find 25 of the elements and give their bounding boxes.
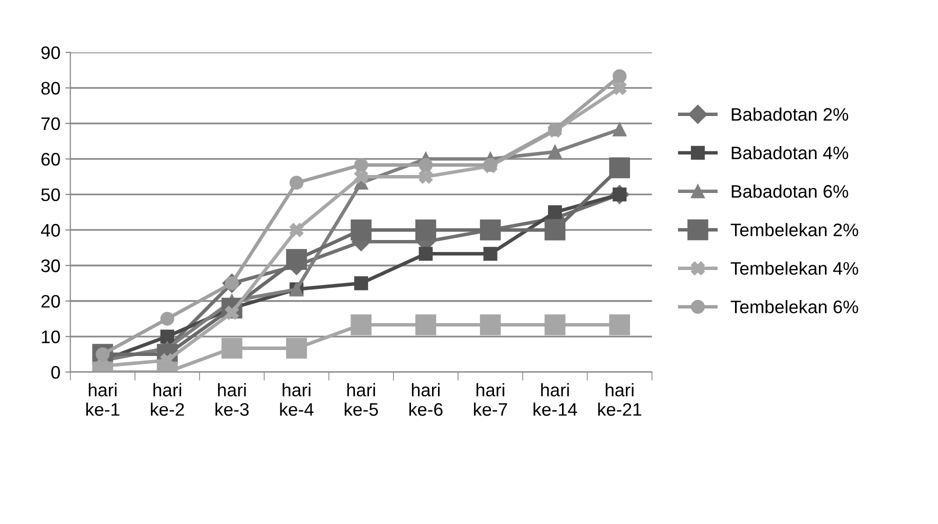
x-tick-label: hari ke-21 [598, 383, 642, 416]
x-tick-label: hari ke-6 [409, 383, 443, 416]
x-tick-label: hari ke-4 [280, 383, 314, 416]
y-tick-label: 90 [41, 46, 60, 60]
x-tick-label: hari ke-5 [344, 383, 378, 416]
x-tick-label: hari ke-14 [534, 383, 578, 416]
y-tick-label: 70 [41, 117, 60, 130]
legend-label: Tembelekan 6% [730, 300, 858, 314]
x-tick-label: hari ke-3 [216, 383, 249, 416]
y-tick-label: 60 [41, 152, 60, 166]
y-tick-label: 20 [41, 294, 60, 308]
y-tick-label: 80 [41, 82, 60, 95]
legend-label: Tembelekan 2% [730, 223, 858, 236]
legend-label: Babadotan 2% [732, 108, 848, 121]
x-tick-label: hari ke-7 [474, 383, 508, 416]
y-tick-label: 40 [40, 224, 60, 237]
x-tick-label: hari ke-2 [150, 383, 184, 416]
y-tick-label: 50 [41, 188, 60, 202]
x-tick-label: hari ke-1 [86, 383, 120, 416]
y-tick-label: 10 [42, 330, 60, 344]
legend-label: Babadotan 6% [732, 184, 848, 198]
legend-label: Babadotan 4% [732, 146, 848, 160]
y-tick-label: 0 [51, 366, 60, 379]
legend-label: Tembelekan 4% [730, 262, 858, 275]
y-tick-label: 30 [41, 259, 60, 272]
